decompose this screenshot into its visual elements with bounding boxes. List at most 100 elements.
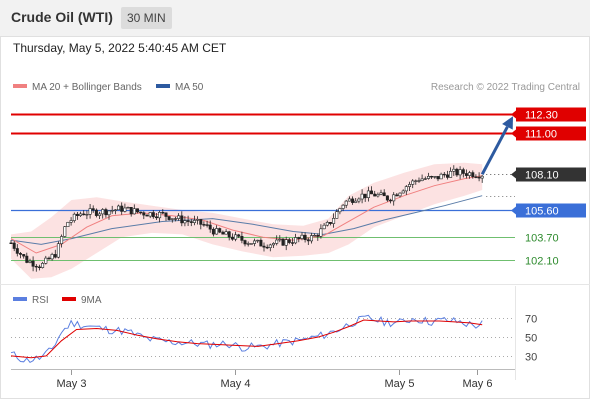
candle-body bbox=[224, 231, 228, 235]
ma20-line bbox=[10, 175, 483, 254]
candle-body bbox=[328, 222, 332, 224]
candle-body bbox=[271, 243, 275, 246]
chart-datetime: Thursday, May 5, 2022 5:40:45 AM CET bbox=[13, 41, 227, 55]
candle-body bbox=[75, 213, 79, 216]
candle-body bbox=[322, 224, 326, 230]
candle-body bbox=[430, 176, 434, 178]
ma50-legend-label: MA 50 bbox=[175, 82, 204, 93]
candle-body bbox=[117, 205, 121, 211]
last-price-tag bbox=[516, 167, 586, 182]
candle-body bbox=[464, 173, 468, 176]
candle-body bbox=[246, 243, 250, 245]
candle-body bbox=[290, 242, 294, 244]
candle-body bbox=[66, 222, 70, 228]
candle-body bbox=[452, 168, 456, 172]
rsi-ma-legend-label: 9MA bbox=[81, 295, 102, 306]
candle-body bbox=[385, 195, 389, 201]
candle-body bbox=[369, 190, 373, 195]
candle-body bbox=[69, 220, 73, 223]
candle-body bbox=[275, 239, 279, 244]
candle-body bbox=[294, 237, 298, 244]
candle-body bbox=[240, 236, 244, 241]
rsi-legend-label: RSI bbox=[32, 295, 49, 306]
candle-body bbox=[262, 245, 266, 248]
candle-body bbox=[18, 253, 22, 255]
timeframe-badge[interactable]: 30 MIN bbox=[121, 7, 172, 29]
support-2-label: 102.10 bbox=[525, 256, 559, 268]
bollinger-band bbox=[11, 162, 483, 279]
candle-body bbox=[56, 243, 60, 258]
candle-body bbox=[189, 221, 193, 223]
candle-body bbox=[338, 208, 342, 213]
candle-body bbox=[186, 220, 190, 222]
candle-body bbox=[98, 213, 102, 216]
candle-body bbox=[449, 171, 453, 178]
candle-body bbox=[202, 224, 206, 226]
candle-body bbox=[205, 224, 209, 226]
candle-body bbox=[230, 236, 234, 240]
candle-body bbox=[53, 254, 57, 258]
ma20-legend-label: MA 20 + Bollinger Bands bbox=[32, 82, 142, 93]
price-plot: 112.30 111.00 108.10 105.60 103.70 102.10 bbox=[9, 107, 586, 279]
forecast-arrow-shaft bbox=[480, 126, 509, 176]
candle-body bbox=[332, 218, 336, 224]
candle-body bbox=[155, 216, 159, 219]
candle-body bbox=[196, 219, 200, 221]
candlesticks bbox=[9, 165, 484, 272]
candle-body bbox=[284, 239, 288, 246]
candle-body bbox=[129, 207, 133, 215]
candle-body bbox=[461, 169, 465, 174]
ma50-line bbox=[10, 195, 483, 245]
candle-body bbox=[161, 212, 165, 214]
candle-body bbox=[82, 213, 86, 216]
candle-body bbox=[101, 209, 105, 215]
chart-header: Crude Oil (WTI) 30 MIN bbox=[0, 0, 590, 37]
candle-body bbox=[31, 260, 35, 267]
candle-body bbox=[148, 212, 152, 217]
candle-body bbox=[170, 218, 174, 220]
candle-body bbox=[234, 234, 238, 240]
candle-body bbox=[123, 207, 127, 212]
candle-body bbox=[183, 220, 187, 224]
candle-body bbox=[94, 209, 98, 216]
candle-body bbox=[259, 239, 263, 247]
support-1-label: 103.70 bbox=[525, 233, 559, 245]
candle-body bbox=[278, 238, 282, 241]
resistance-2-label: 112.30 bbox=[525, 110, 558, 122]
candle-body bbox=[50, 254, 54, 260]
resistance-1-tag-pointer bbox=[511, 129, 516, 138]
candle-body bbox=[208, 224, 212, 230]
x-tick-label: May 6 bbox=[463, 378, 493, 390]
candle-body bbox=[253, 240, 257, 244]
rsi-legend-swatch bbox=[13, 297, 27, 301]
rsi-line bbox=[10, 314, 483, 364]
candle-body bbox=[281, 238, 285, 246]
pivot-tag-pointer bbox=[511, 206, 516, 215]
candle-body bbox=[164, 212, 168, 217]
candle-body bbox=[37, 266, 41, 268]
candle-body bbox=[398, 192, 402, 197]
candle-body bbox=[126, 207, 130, 209]
candle-body bbox=[351, 198, 355, 203]
candle-body bbox=[445, 174, 449, 178]
resistance-1-tag bbox=[516, 126, 586, 141]
last-price-tag-pointer bbox=[511, 170, 516, 179]
x-tick-label: May 3 bbox=[57, 378, 87, 390]
candle-body bbox=[344, 200, 348, 206]
candle-body bbox=[417, 180, 421, 182]
candle-body bbox=[199, 219, 203, 225]
candle-body bbox=[63, 226, 67, 237]
candle-body bbox=[243, 240, 247, 245]
candle-body bbox=[458, 169, 462, 176]
resistance-1-label: 111.00 bbox=[525, 129, 557, 141]
rsi-ma-legend-swatch bbox=[62, 297, 76, 301]
candle-body bbox=[395, 194, 399, 197]
candle-body bbox=[174, 218, 178, 220]
candle-body bbox=[366, 190, 370, 198]
candle-body bbox=[120, 205, 124, 212]
candle-body bbox=[373, 193, 377, 197]
candle-body bbox=[347, 198, 351, 202]
candle-body bbox=[110, 210, 114, 212]
candle-body bbox=[72, 213, 76, 221]
candle-body bbox=[227, 231, 231, 238]
